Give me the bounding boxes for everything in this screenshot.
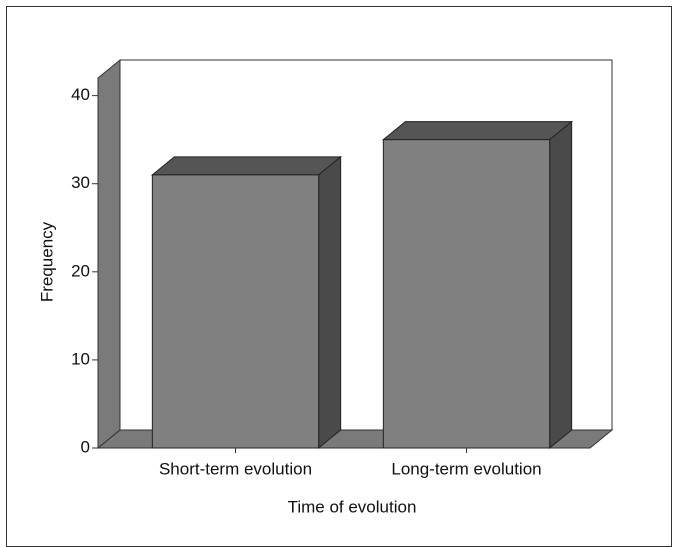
- left-wall: [97, 58, 121, 450]
- bar: [151, 174, 320, 449]
- y-axis-label: Frequency: [37, 221, 56, 302]
- y-tick-label: 40: [71, 85, 90, 104]
- y-tick-label: 30: [71, 173, 90, 192]
- bar-top: [150, 156, 343, 176]
- y-tick-label: 20: [71, 261, 90, 280]
- bar-side: [549, 120, 573, 450]
- y-tick-label: 10: [71, 349, 90, 368]
- y-tick-label: 0: [81, 437, 90, 456]
- x-axis-label: Time of evolution: [288, 497, 417, 516]
- bar: [382, 139, 551, 449]
- bar-top: [381, 121, 574, 141]
- x-tick-label: Short-term evolution: [159, 459, 312, 478]
- bar-side: [318, 155, 342, 450]
- x-tick-label: Long-term evolution: [391, 459, 541, 478]
